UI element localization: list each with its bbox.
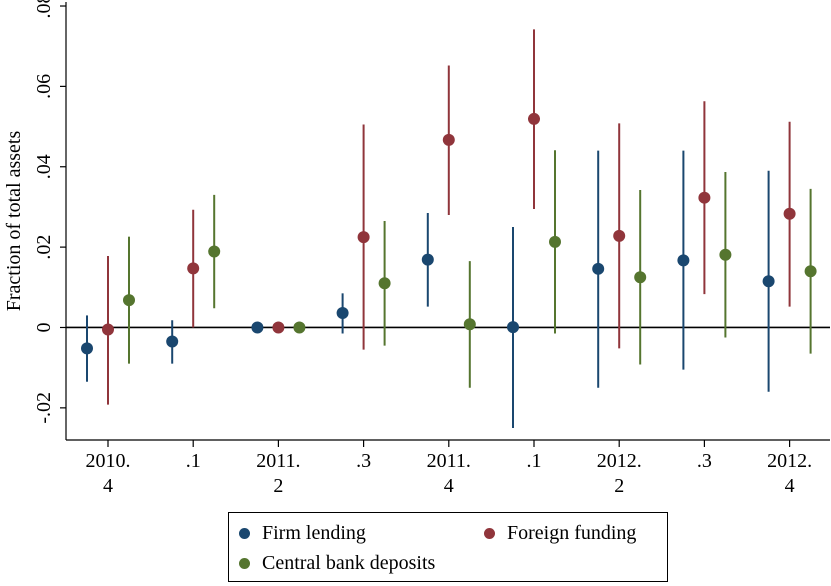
data-point [442, 133, 455, 146]
legend-item-firm-lending: Firm lending [239, 522, 366, 545]
x-tick-label: 2011. [427, 450, 471, 472]
data-point [677, 254, 690, 267]
data-point [613, 229, 626, 242]
x-tick-label-line2: 4 [444, 475, 454, 497]
chart: -.02 0 .02 .04 .06 .08 2010. 4 .1 2011. 2 .3 2011. 4.… [3, 0, 830, 497]
legend-item-foreign-funding: Foreign funding [484, 522, 636, 545]
y-tick-label: .02 [33, 235, 55, 260]
y-tick-label: -.02 [33, 392, 55, 424]
legend: Firm lending Foreign funding Central ban… [228, 512, 668, 582]
y-axis-label: Fraction of total assets [3, 131, 25, 312]
y-tick-label: .06 [33, 74, 55, 99]
data-point [272, 321, 285, 334]
data-point [357, 231, 370, 244]
data-point [336, 307, 349, 320]
data-point [698, 191, 711, 204]
x-tick-label: 2011. [256, 450, 300, 472]
legend-marker-firm-lending [239, 528, 250, 539]
x-tick-label-line2: 2 [614, 475, 624, 497]
x-tick-label: 2012. [767, 450, 812, 472]
y-tick-label: .04 [33, 154, 55, 179]
legend-label-foreign-funding: Foreign funding [507, 522, 637, 544]
legend-marker-foreign-funding [484, 528, 495, 539]
data-point [528, 112, 540, 125]
x-tick-label-line2: 4 [103, 475, 113, 497]
data-point [549, 235, 561, 248]
data-point [166, 335, 179, 348]
data-point [81, 342, 93, 355]
data-point [251, 321, 264, 334]
x-tick-label-line2: 4 [785, 475, 795, 497]
data-point [208, 245, 221, 258]
data-point [804, 265, 817, 278]
y-tick-label: .08 [33, 0, 55, 19]
data-point [507, 321, 519, 334]
data-point [634, 271, 647, 284]
data-point [762, 275, 775, 288]
data-point [592, 262, 605, 275]
legend-item-central-bank-deposits: Central bank deposits [239, 552, 435, 575]
data-point [102, 323, 114, 336]
y-tick-label: 0 [33, 322, 55, 332]
x-tick-label: .3 [697, 450, 712, 472]
x-tick-label: 2012. [597, 450, 642, 472]
data-point [378, 277, 391, 290]
legend-label-firm-lending: Firm lending [262, 522, 366, 544]
x-tick-label: 2010. [86, 450, 131, 472]
legend-marker-central-bank-deposits [239, 558, 250, 569]
x-tick-label: .1 [186, 450, 201, 472]
series-group [81, 29, 817, 428]
x-tick-label: .1 [527, 450, 542, 472]
legend-label-central-bank-deposits: Central bank deposits [262, 552, 436, 574]
data-point [783, 207, 796, 220]
data-point [187, 262, 200, 275]
data-point [463, 318, 476, 331]
data-point [719, 248, 732, 261]
series-central-bank-deposits [123, 150, 817, 388]
series-firm-lending [81, 150, 775, 428]
data-point [293, 321, 306, 334]
data-point [123, 294, 135, 307]
x-tick-label-line2: 2 [273, 475, 283, 497]
axes: -.02 0 .02 .04 .06 .08 2010. 4 .1 2011. 2 .3 2011. 4.… [33, 0, 830, 497]
series-foreign-funding [102, 29, 796, 405]
data-point [421, 253, 434, 266]
x-tick-label: .3 [356, 450, 371, 472]
